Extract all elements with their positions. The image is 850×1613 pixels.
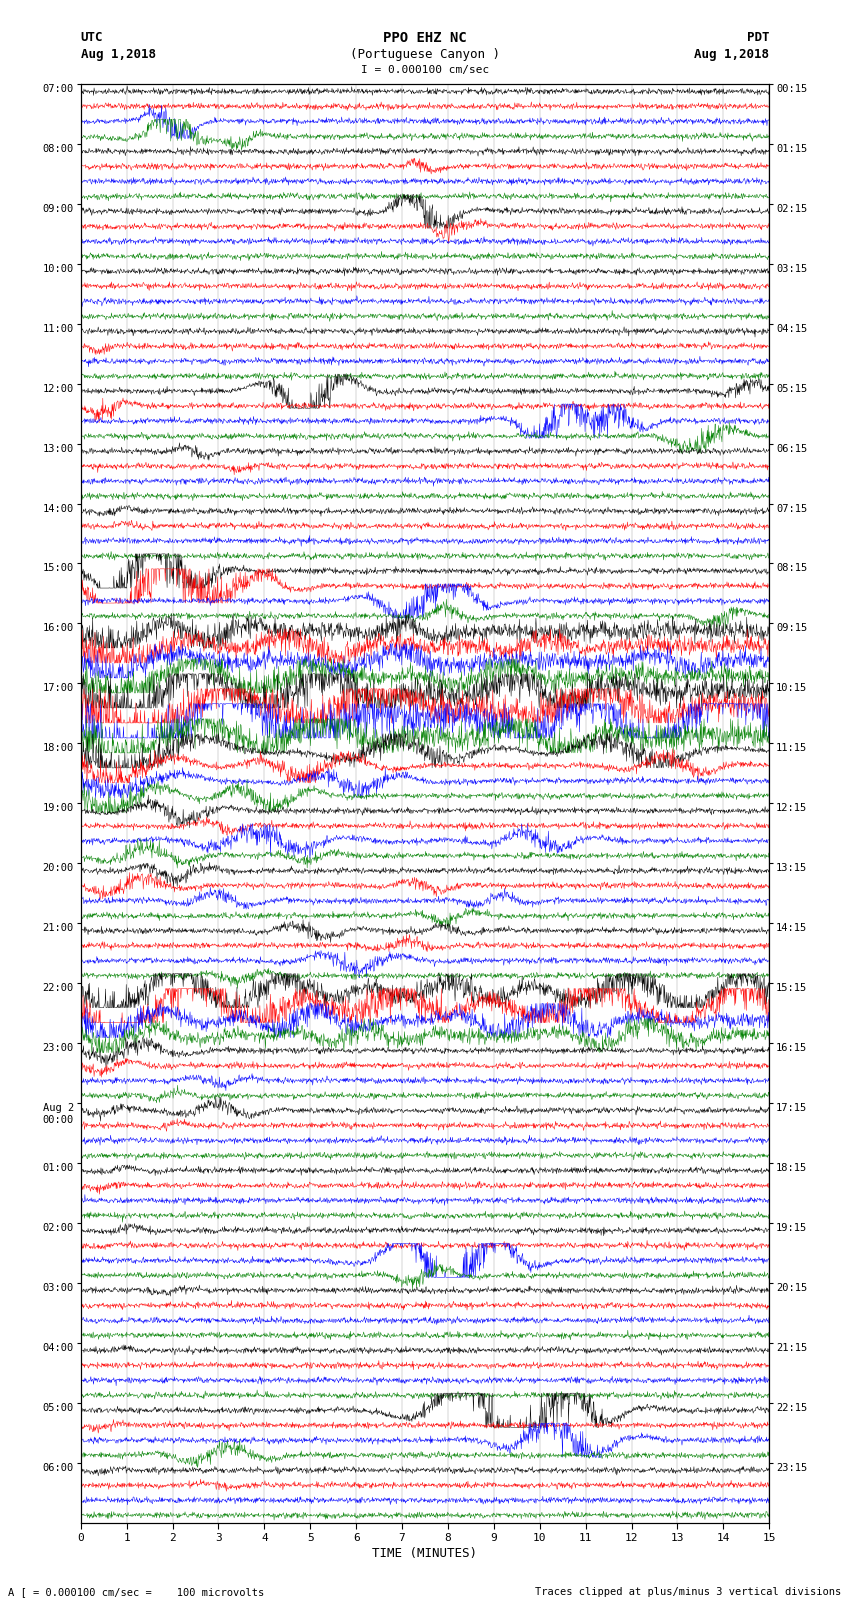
Text: PPO EHZ NC: PPO EHZ NC <box>383 31 467 45</box>
Text: Aug 1,2018: Aug 1,2018 <box>81 48 156 61</box>
Text: (Portuguese Canyon ): (Portuguese Canyon ) <box>350 48 500 61</box>
Text: A [ = 0.000100 cm/sec =    100 microvolts: A [ = 0.000100 cm/sec = 100 microvolts <box>8 1587 264 1597</box>
Text: PDT: PDT <box>747 31 769 44</box>
X-axis label: TIME (MINUTES): TIME (MINUTES) <box>372 1547 478 1560</box>
Text: UTC: UTC <box>81 31 103 44</box>
Text: Aug 1,2018: Aug 1,2018 <box>694 48 769 61</box>
Text: I = 0.000100 cm/sec: I = 0.000100 cm/sec <box>361 65 489 74</box>
Text: Traces clipped at plus/minus 3 vertical divisions: Traces clipped at plus/minus 3 vertical … <box>536 1587 842 1597</box>
